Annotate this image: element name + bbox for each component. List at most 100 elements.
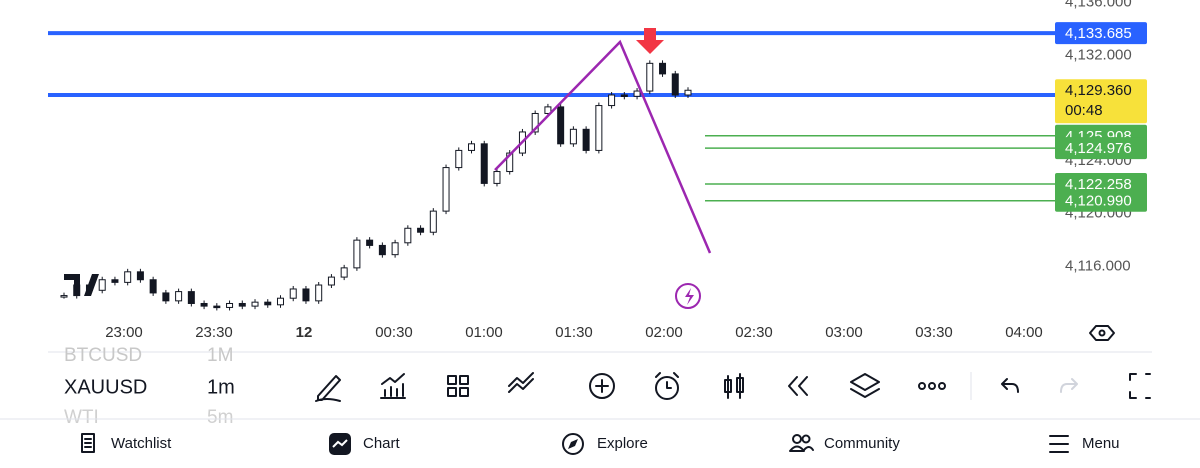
fullscreen-button[interactable] [1129,373,1151,399]
replay-tool[interactable] [788,376,808,396]
nav-item[interactable]: Community [824,435,900,452]
candle [429,210,437,233]
candle [671,73,679,96]
settings-dot [1098,329,1106,337]
candle [213,305,221,309]
candle [557,106,565,145]
nav-item[interactable]: Chart [363,435,401,452]
candle [276,297,284,306]
drawing-line [494,39,712,254]
x-tick-label: 02:00 [645,324,683,341]
add-button[interactable] [589,373,615,399]
chart-icon-line [332,439,348,448]
event-icon[interactable] [675,283,701,309]
candle [136,271,144,281]
candle [200,302,208,307]
candle [124,271,132,283]
x-tick-label: 03:00 [825,324,863,341]
candle [468,143,476,151]
last-price-label: 4,129.360 [1065,82,1132,99]
candle [659,62,667,75]
nav-item[interactable]: Explore [597,435,648,452]
candle [60,295,68,298]
explore-needle [568,439,578,449]
nav-item[interactable]: Menu [1082,435,1120,452]
candle [646,62,654,92]
x-tick-label: 01:30 [555,324,593,341]
symbol-interval[interactable]: 5m [207,407,233,428]
chart: 4,116.0004,120.0004,124.0004,128.0004,13… [48,0,1147,341]
symbol-interval[interactable]: 1M [207,345,233,366]
candle [327,276,335,286]
candle [595,105,603,151]
price-badge-label: 4,120.990 [1065,193,1132,210]
price-badge-label: 4,124.976 [1065,140,1132,157]
arrow-marker [636,28,664,54]
candle [289,288,297,299]
settings-button[interactable] [1089,325,1115,341]
y-tick-label: 4,132.000 [1065,46,1132,63]
candle [391,242,399,256]
candle [340,267,348,278]
candle [226,302,234,308]
candle [506,152,514,173]
bottom-nav: Watchlist Chart Explore Community Menu [81,433,1120,455]
x-tick-label: 12 [296,324,313,341]
candle [187,291,195,304]
candle [417,227,425,233]
x-tick-label: 04:00 [1005,324,1043,341]
price-badge [1055,172,1147,195]
candle [264,301,272,306]
more-dot [928,382,936,390]
symbol-interval[interactable]: 1m [207,376,235,398]
community-icon [789,445,814,452]
event-bolt [685,288,694,305]
compare-tool[interactable] [508,372,534,393]
candle [238,302,246,307]
explore-icon [562,433,584,455]
candle [569,128,577,145]
symbol-name[interactable]: WTI [64,407,99,428]
toolbar [315,372,1151,402]
community-icon [801,434,811,444]
candle [175,291,183,302]
x-tick-label: 23:30 [195,324,233,341]
x-tick-label: 01:00 [465,324,503,341]
candle [493,171,501,184]
candle [620,94,628,98]
undo-button[interactable] [1001,378,1019,393]
price-badge [1055,22,1147,45]
symbol-name[interactable]: XAUUSD [64,376,147,398]
add-plus [595,379,609,393]
more-dot[interactable] [918,382,926,390]
y-tick-label: 4,116.000 [1065,258,1131,275]
nav-item[interactable]: Watchlist [111,435,172,452]
price-badge [1055,137,1147,160]
candle [315,284,323,302]
candle [442,167,450,212]
candle [455,149,463,169]
layouts-tool[interactable] [447,375,469,397]
redo-button[interactable] [1060,378,1078,393]
draw-tool[interactable] [315,375,341,402]
community-icon [792,434,802,444]
symbol-name[interactable]: BTCUSD [64,345,142,366]
candle [302,288,310,302]
x-tick-label: 02:30 [735,324,773,341]
candle [98,279,106,291]
indicators-tool[interactable] [380,373,406,399]
candle [633,90,641,97]
objects-tool[interactable] [850,373,880,398]
x-tick-label: 03:30 [915,324,953,341]
bar-style-tool[interactable] [724,373,744,399]
last-price-badge [1055,79,1147,124]
candle [378,244,386,256]
candle [531,112,539,133]
candle [366,239,374,246]
alert-button[interactable] [655,376,679,400]
watchlist-icon [81,433,95,453]
candle [684,89,692,96]
candle [251,301,259,307]
